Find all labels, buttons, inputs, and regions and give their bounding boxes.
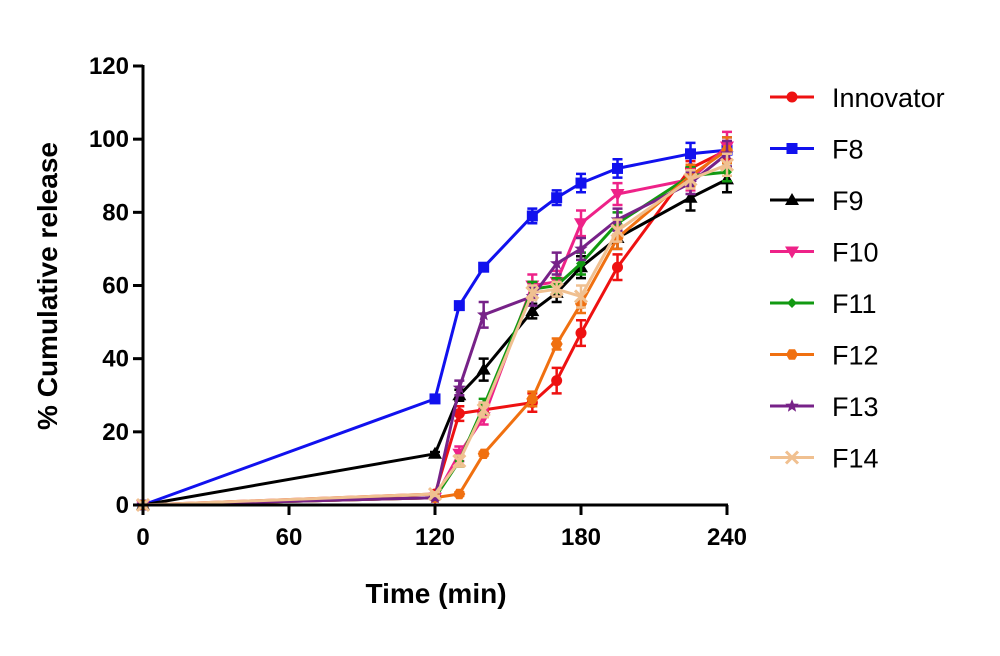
y-tick-label: 120 [89,53,129,80]
axes: 0 60 120 180 240 0 20 40 60 80 100 120 [89,53,747,551]
series-f9 [136,165,734,510]
data-point [478,261,490,273]
data-point [574,218,588,231]
x-axis-title: Time (min) [365,578,506,609]
legend-item-f12: F12 [770,341,879,371]
x-tick-label: 0 [136,524,149,551]
series-line [142,152,728,507]
x-tick-label: 180 [561,524,601,551]
legend-item-f8: F8 [770,135,864,165]
data-point [551,375,563,387]
legend-label: F12 [832,341,879,371]
series-line [142,148,728,507]
data-point [575,177,587,189]
legend-item-f10: F10 [770,238,879,268]
legend-marker [786,349,798,360]
data-point [683,172,698,187]
legend-marker [785,193,799,205]
data-point [453,300,465,312]
series-line [142,178,728,507]
series-f14 [135,152,735,513]
y-tick-label: 20 [102,419,129,446]
data-point [526,393,539,405]
y-tick-label: 0 [116,492,129,519]
legend-label: F14 [832,444,879,474]
x-tick-label: 60 [276,524,303,551]
data-point [428,446,442,459]
x-tick-label: 120 [415,524,455,551]
legend-label: Innovator [832,83,945,113]
legend-label: F11 [832,289,877,319]
data-point [610,189,625,202]
y-tick-label: 40 [102,346,129,373]
data-point [477,448,490,459]
legend-item-f14: F14 [770,444,879,474]
legend-marker [784,450,800,465]
data-point [575,327,587,339]
y-axis-title: % Cumulative release [32,142,63,430]
data-point [526,210,538,222]
legend-label: F10 [832,238,879,268]
plot-area [135,130,735,513]
data-point [550,338,563,350]
x-tick-label: 240 [707,524,747,551]
data-point [476,402,491,417]
legend-item-f11: F11 [770,289,877,319]
data-point [719,157,735,172]
legend-marker [786,143,798,154]
legend-marker [785,399,799,412]
data-point [427,486,443,502]
y-tick-label: 60 [102,273,129,300]
data-point [429,393,441,405]
data-point [612,162,623,174]
legend-item-f9: F9 [770,186,864,216]
series-line [142,163,728,507]
data-point [549,282,564,297]
data-point [610,223,625,238]
data-point [551,192,563,204]
data-point [452,454,467,469]
legend-marker [785,246,799,259]
data-point [573,289,589,304]
legend-item-innovator: Innovator [770,83,945,113]
data-point [452,380,466,394]
legend-marker [786,91,798,103]
data-point [525,304,540,317]
legend-marker [787,298,797,308]
data-point [550,256,564,270]
series-line [142,148,728,507]
legend: Innovator F8 F9 F10 F11 F12 F13 F14 [770,83,945,474]
data-point [525,285,540,300]
legend-label: F13 [832,392,879,422]
legend-item-f13: F13 [770,392,879,422]
data-point [453,488,466,500]
data-point [683,190,698,203]
data-point [685,148,696,160]
data-point [477,307,491,321]
y-tick-label: 80 [102,199,129,226]
data-point [476,362,491,375]
legend-label: F8 [832,135,864,165]
legend-label: F9 [832,186,864,216]
y-tick-label: 100 [89,126,129,153]
data-point [453,408,465,420]
data-point [574,241,588,255]
data-point [612,261,623,273]
